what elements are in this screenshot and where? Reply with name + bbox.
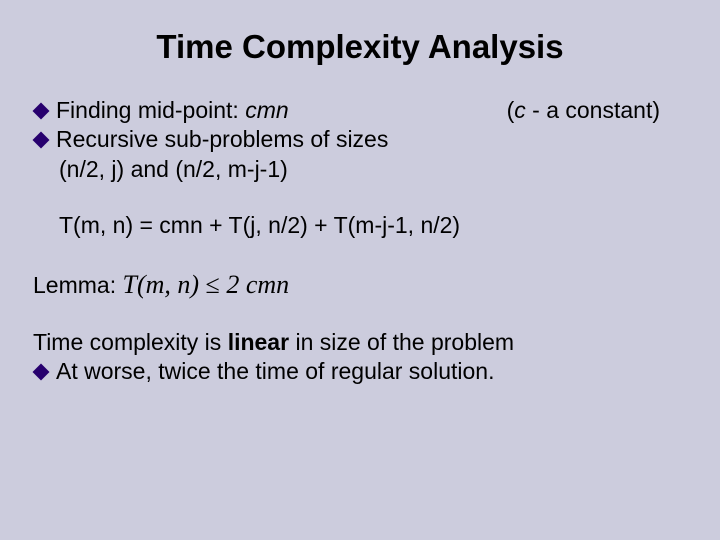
slide-title: Time Complexity Analysis [30,28,690,66]
lemma-rhs: 2 cmn [220,270,289,299]
lemma-expr: T(m, n) ≤ 2 cmn [122,270,289,299]
bullet-2-cont: (n/2, j) and (n/2, m-j-1) [59,155,690,184]
bullet-1-prefix: Finding mid-point: [56,97,245,123]
concl-post: in size of the problem [289,329,514,355]
bullet-1: Finding mid-point: cmn (c - a constant) [33,96,690,125]
diamond-icon [33,132,50,149]
conclusion: Time complexity is linear in size of the… [33,328,690,357]
diamond-icon [33,364,50,381]
diamond-icon [33,102,50,119]
bullet-3: At worse, twice the time of regular solu… [33,357,690,386]
bullet-1-text: Finding mid-point: cmn [56,96,289,125]
concl-pre: Time complexity is [33,329,228,355]
bullet-1-emph: cmn [245,97,288,123]
lemma-lhs: T(m, n) [122,270,205,299]
bullet-3-text: At worse, twice the time of regular solu… [56,357,494,386]
slide: Time Complexity Analysis Finding mid-poi… [0,0,720,540]
bullet-2-text: Recursive sub-problems of sizes [56,125,388,154]
lemma-op: ≤ [206,270,220,299]
bullet-2: Recursive sub-problems of sizes [33,125,690,154]
note-rest: - a constant) [526,97,660,123]
bullet-1-note: (c - a constant) [507,96,660,125]
note-var: c [514,97,526,123]
lemma-label: Lemma: [33,272,122,298]
concl-strong: linear [228,329,289,355]
slide-body: Finding mid-point: cmn (c - a constant) … [30,96,690,387]
lemma-line: Lemma: T(m, n) ≤ 2 cmn [33,268,690,301]
equation: T(m, n) = cmn + T(j, n/2) + T(m-j-1, n/2… [59,211,690,240]
